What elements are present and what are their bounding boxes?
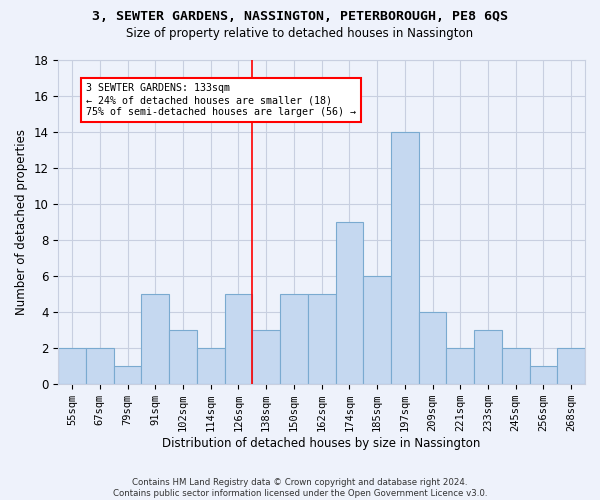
Bar [58, 348, 86, 384]
Bar [142, 294, 169, 384]
Bar [474, 330, 502, 384]
Bar [446, 348, 474, 384]
Bar [197, 348, 224, 384]
Bar [557, 348, 585, 384]
Y-axis label: Number of detached properties: Number of detached properties [15, 129, 28, 315]
X-axis label: Distribution of detached houses by size in Nassington: Distribution of detached houses by size … [163, 437, 481, 450]
Bar [253, 330, 280, 384]
Bar [502, 348, 530, 384]
Bar [391, 132, 419, 384]
Bar [419, 312, 446, 384]
Bar [335, 222, 363, 384]
Bar [169, 330, 197, 384]
Bar [224, 294, 253, 384]
Text: 3 SEWTER GARDENS: 133sqm
← 24% of detached houses are smaller (18)
75% of semi-d: 3 SEWTER GARDENS: 133sqm ← 24% of detach… [86, 84, 356, 116]
Bar [530, 366, 557, 384]
Text: Size of property relative to detached houses in Nassington: Size of property relative to detached ho… [127, 28, 473, 40]
Bar [280, 294, 308, 384]
Bar [308, 294, 335, 384]
Text: 3, SEWTER GARDENS, NASSINGTON, PETERBOROUGH, PE8 6QS: 3, SEWTER GARDENS, NASSINGTON, PETERBORO… [92, 10, 508, 23]
Bar [86, 348, 114, 384]
Text: Contains HM Land Registry data © Crown copyright and database right 2024.
Contai: Contains HM Land Registry data © Crown c… [113, 478, 487, 498]
Bar [114, 366, 142, 384]
Bar [363, 276, 391, 384]
